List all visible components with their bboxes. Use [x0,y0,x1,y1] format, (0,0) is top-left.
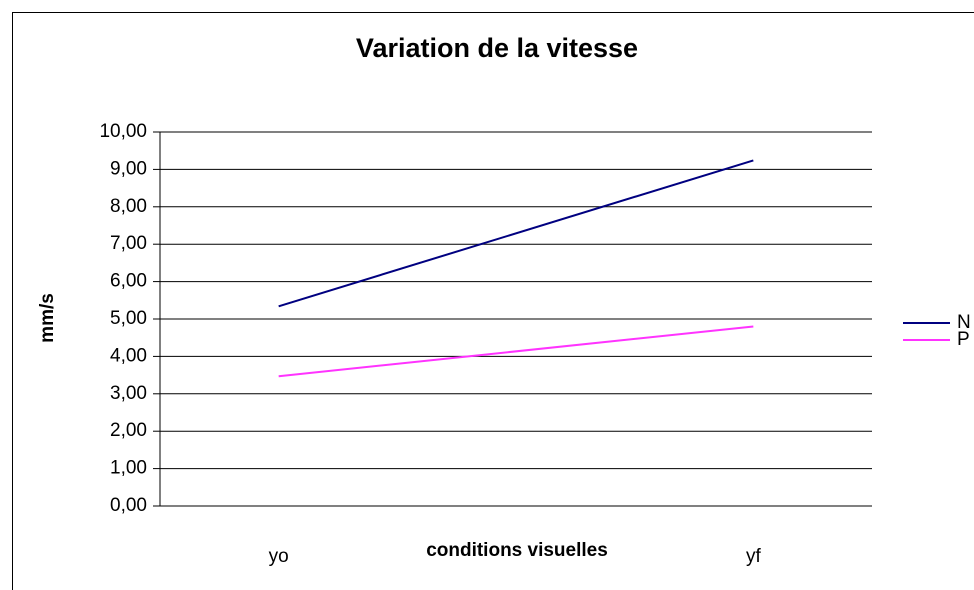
y-tick-label: 4,00 [110,345,147,366]
chart-frame [12,12,974,590]
y-tick-label: 2,00 [110,420,147,441]
y-tick-label: 6,00 [110,271,147,292]
x-axis-label: conditions visuelles [426,540,608,561]
y-axis-label: mm/s [37,293,58,343]
legend-label: N [957,312,971,333]
y-tick-label: 1,00 [110,458,147,479]
y-tick-label: 0,00 [110,495,147,516]
y-tick-label: 8,00 [110,196,147,217]
y-tick-label: 9,00 [110,158,147,179]
legend-label: P [957,329,970,350]
y-tick-label: 7,00 [110,233,147,254]
series-line [278,325,754,378]
series-line [278,159,754,308]
chart-title: Variation de la vitesse [356,33,638,63]
y-tick-label: 10,00 [99,121,147,142]
y-tick-label: 3,00 [110,383,147,404]
x-tick-label: yo [269,546,289,567]
y-tick-label: 5,00 [110,308,147,329]
x-tick-label: yf [746,546,762,567]
